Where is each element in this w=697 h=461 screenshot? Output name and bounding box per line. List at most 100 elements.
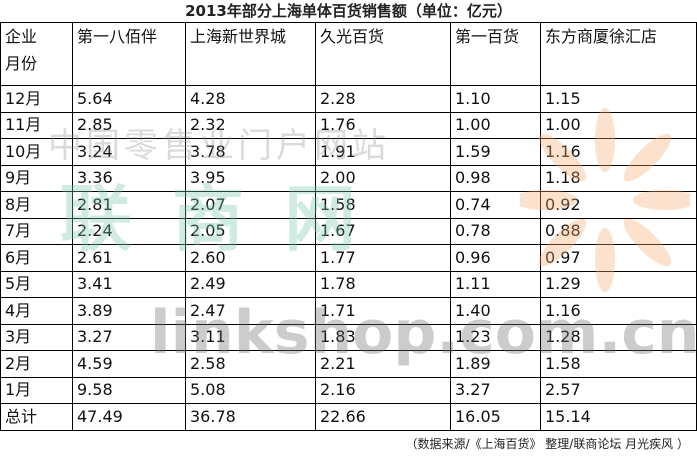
cell: 2.00: [315, 164, 451, 192]
row-label: 总计: [0, 403, 73, 431]
cell: 5.64: [72, 85, 186, 113]
data-row: 8月2.812.071.580.740.92: [0, 191, 697, 219]
row-label: 8月: [0, 191, 73, 219]
cell: 47.49: [72, 403, 186, 431]
cell: 1.40: [450, 297, 541, 325]
cell: 1.16: [540, 297, 697, 325]
column-header: 第一八佰伴: [72, 22, 186, 86]
cell: 1.18: [540, 164, 697, 192]
cell: 1.78: [315, 270, 451, 298]
cell: 0.97: [540, 244, 697, 272]
data-row: 9月 3.36 3.95 2.00 0.98 1.18: [0, 164, 697, 192]
cell: 1.58: [540, 350, 697, 378]
row-label: 1月: [0, 376, 73, 404]
cell: 2.47: [185, 297, 316, 325]
column-header: 上海新世界城: [185, 22, 316, 86]
cell: 1.23: [450, 323, 541, 351]
row-label: 7月: [0, 217, 73, 245]
data-row: 2月 4.59 2.58 2.21 1.89 1.58: [0, 350, 697, 378]
row-label: 3月: [0, 323, 73, 351]
title: 2013年部分上海单体百货销售额（单位：亿元）: [185, 2, 512, 20]
corner-label: 企业: [5, 27, 38, 46]
cell: 1.77: [315, 244, 451, 272]
cell: 2.49: [185, 270, 316, 298]
cell: 9.58: [72, 376, 186, 404]
cell: 2.32: [185, 111, 316, 139]
sales-table: 企业 月份 第一八佰伴 上海新世界城 久光百货 第一百货 东方商厦徐汇店 12月 5.64 4.2…: [0, 22, 697, 431]
data-row: 4月 3.89 2.47 1.71 1.40 1.16: [0, 297, 697, 325]
cell: 1.91: [315, 138, 451, 166]
cell: 1.11: [450, 270, 541, 298]
row-label: 6月: [0, 244, 73, 272]
cell: 2.58: [185, 350, 316, 378]
source-note: （数据来源/《上海百货》 整理/联商论坛 月光疾风 ）: [405, 437, 689, 451]
data-row: 总计 47.49 36.78 22.66 16.05 15.14: [0, 403, 697, 431]
cell: 1.16: [540, 138, 697, 166]
cell: 2.16: [315, 376, 451, 404]
cell: 2.61: [72, 244, 186, 272]
cell: 1.29: [540, 270, 697, 298]
data-row: 7月2.242.051.670.780.88: [0, 217, 697, 245]
cell: 1.59: [450, 138, 541, 166]
column-header: 第一百货: [450, 22, 541, 86]
cell: 1.83: [315, 323, 451, 351]
cell: 4.28: [185, 85, 316, 113]
row-label: 11月: [0, 111, 73, 139]
cell: 3.95: [185, 164, 316, 192]
cell: 2.24: [72, 217, 186, 245]
data-row: 6月 2.61 2.60 1.77 0.96 0.97: [0, 244, 697, 272]
cell: 3.24: [72, 138, 186, 166]
cell: 2.60: [185, 244, 316, 272]
cell: 2.05: [185, 217, 316, 245]
cell: 2.57: [540, 376, 697, 404]
cell: 0.92: [540, 191, 697, 219]
cell: 0.96: [450, 244, 541, 272]
data-row: 3月 3.27 3.11 1.83 1.23 1.28: [0, 323, 697, 351]
row-label: 12月: [0, 85, 73, 113]
cell: 3.27: [450, 376, 541, 404]
cell: 1.00: [540, 111, 697, 139]
header-row: 企业 月份 第一八佰伴 上海新世界城 久光百货 第一百货 东方商厦徐汇店: [0, 22, 697, 86]
cell: 5.08: [185, 376, 316, 404]
row-label: 2月: [0, 350, 73, 378]
row-label: 4月: [0, 297, 73, 325]
row-label: 9月: [0, 164, 73, 192]
column-header: 久光百货: [315, 22, 451, 86]
cell: 1.89: [450, 350, 541, 378]
cell: 1.67: [315, 217, 451, 245]
cell: 0.74: [450, 191, 541, 219]
cell: 1.71: [315, 297, 451, 325]
cell: 1.00: [450, 111, 541, 139]
cell: 3.78: [185, 138, 316, 166]
row-label: 5月: [0, 270, 73, 298]
cell: 1.10: [450, 85, 541, 113]
data-row: 11月 2.85 2.32 1.76 1.00 1.00: [0, 111, 697, 139]
row-label: 10月: [0, 138, 73, 166]
cell: 36.78: [185, 403, 316, 431]
cell: 1.76: [315, 111, 451, 139]
cell: 2.21: [315, 350, 451, 378]
cell: 2.07: [185, 191, 316, 219]
cell: 22.66: [315, 403, 451, 431]
cell: 2.28: [315, 85, 451, 113]
cell: 4.59: [72, 350, 186, 378]
cell: 1.15: [540, 85, 697, 113]
corner-label: 月份: [5, 54, 38, 73]
cell: 0.98: [450, 164, 541, 192]
cell: 2.81: [72, 191, 186, 219]
cell: 1.28: [540, 323, 697, 351]
cell: 3.89: [72, 297, 186, 325]
data-row: 1月 9.58 5.08 2.16 3.27 2.57: [0, 376, 697, 404]
cell: 3.11: [185, 323, 316, 351]
column-header: 东方商厦徐汇店: [540, 22, 697, 86]
data-row: 5月 3.41 2.49 1.78 1.11 1.29: [0, 270, 697, 298]
cell: 0.88: [540, 217, 697, 245]
cell: 3.27: [72, 323, 186, 351]
cell: 3.41: [72, 270, 186, 298]
cell: 2.85: [72, 111, 186, 139]
corner-cell: 企业 月份: [0, 22, 73, 86]
watermark-sun: [520, 108, 690, 292]
cell: 1.58: [315, 191, 451, 219]
